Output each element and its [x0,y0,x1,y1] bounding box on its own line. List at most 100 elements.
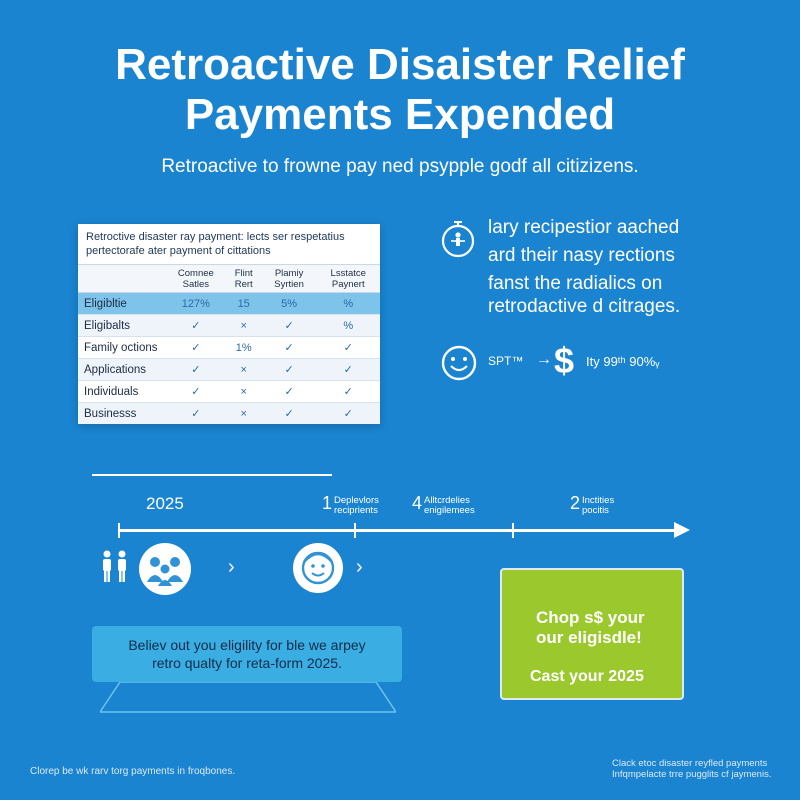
column-header: Flint Rert [225,264,262,293]
footer-note-right: Clack etoc disaster reyfled payments Inf… [612,758,792,780]
table-heading: Retroctive disaster ray payment: lects s… [78,224,380,264]
table-cell: × [225,358,262,381]
timeline-label-text: pocitis [582,505,609,516]
timeline-label: 2 Inctities pocitis [570,494,615,516]
title-line-2: Payments Expended [184,90,616,139]
timeline-tick [354,523,356,538]
table-cell: % [316,314,380,337]
cta-heading: Chop s$ your our eligisdle! [536,608,676,648]
footer-line: Clack etoc disaster reyfled payments [612,758,768,769]
table-cell: ✓ [261,314,317,337]
page-title: Retroactive Disaister Relief Payments Ex… [0,40,800,140]
payment-right-text: Ity 99ᵗʰ 90%ᵧ [586,354,660,369]
table-cell: ✓ [261,336,317,359]
eligibility-table: Comnee Satles Flint Rert Plamiy Syrtien … [78,264,380,424]
face-icon [293,543,343,593]
table-row: Eligibalts ✓ × ✓ % [78,314,380,337]
payment-label: SPT™ [488,354,524,368]
page-subtitle: Retroactive to frowne pay ned psypple go… [161,156,639,177]
row-label: Applications [78,358,166,381]
table-cell: × [225,402,262,424]
smiley-icon [441,345,477,381]
table-heading-line-2: pertectorafe ater payment of cittations [86,245,271,257]
table-cell: ✓ [261,402,317,424]
column-header: Plamiy Syrtien [261,264,317,293]
table-heading-line-1: Retroctive disaster ray payment: lects s… [86,231,345,243]
footer-note-left: Clorep be wk rarv torg payments in froqb… [30,766,236,777]
table-header-row: Comnee Satles Flint Rert Plamiy Syrtien … [78,264,380,293]
table-row: Individuals ✓ × ✓ ✓ [78,380,380,403]
timeline-line [118,529,678,532]
footer-line: Infqmpelacte trre pugglits cf jaymenis. [612,769,772,780]
info-text: lary recipestior aached ard their nasy r… [488,214,788,298]
timeline-label-text: Inctities [582,495,615,506]
row-label: Family octions [78,336,166,359]
cta-line: our eligisdle! [536,628,642,647]
column-header: Lsstatce Paynert [316,264,380,293]
banner-line: Believ out you eligility for ble we arpe… [128,637,366,653]
table-cell: × [225,380,262,403]
row-label: Businesss [78,402,166,424]
table-cell: ✓ [166,358,226,381]
cta-action-text[interactable]: Cast your 2025 [530,668,644,685]
info-line: fanst the radialics on [488,273,663,294]
table-row: Eligibltie 127% 15 5% % [78,292,380,315]
cta-line: Chop s$ your [536,608,645,627]
title-line-1: Retroactive Disaister Relief [115,40,685,89]
cta-card[interactable]: Chop s$ your our eligisdle! Cast your 20… [500,568,684,700]
banner-base-shape [100,682,396,713]
table-row: Applications ✓ × ✓ ✓ [78,358,380,381]
family-group-icon [139,543,191,595]
table-cell: ✓ [316,380,380,403]
timeline-number: 1 [322,493,333,513]
table-cell: ✓ [261,380,317,403]
timeline-top-rule [92,474,332,476]
table-cell: ✓ [316,336,380,359]
row-label: Eligibalts [78,314,166,337]
chevron-right-icon: › [228,556,235,578]
table-cell: 1% [225,336,262,359]
table-cell: ✓ [316,402,380,424]
timeline-label-text: reciprients [334,505,378,516]
payment-row: SPT™ → $ Ity 99ᵗʰ 90%ᵧ [440,340,780,384]
chevron-right-icon: › [356,556,363,578]
timeline-tick [118,523,120,538]
dollar-icon: $ [554,340,575,381]
table-cell: % [316,292,380,315]
info-line: lary recipestior aached [488,217,680,238]
column-header: Comnee Satles [166,264,226,293]
timeline-year: 2025 [146,494,184,513]
table-cell: ✓ [166,336,226,359]
table-cell: 15 [225,292,262,315]
table-cell: ✓ [261,358,317,381]
timeline-label-text: enigilemees [424,505,475,516]
eligibility-table-card: Retroctive disaster ray payment: lects s… [78,224,380,424]
timeline-number: 2 [570,493,581,513]
eligibility-banner[interactable]: Believ out you eligility for ble we arpe… [92,626,402,682]
table-cell: ✓ [166,314,226,337]
table-cell: ✓ [316,358,380,381]
table-cell: ✓ [166,402,226,424]
people-icon [103,550,126,582]
timeline-arrow-icon [674,522,690,538]
row-label: Eligibltie [78,292,166,315]
timer-person-icon [441,221,475,258]
timeline-tick [512,523,514,538]
timeline-number: 4 [412,493,423,513]
timeline-label-text: Deplevlors [334,495,379,506]
row-label: Individuals [78,380,166,403]
table-cell: × [225,314,262,337]
column-header [78,264,166,293]
arrow-right-icon: → [536,351,552,368]
timeline-label: 1 Deplevlors reciprients [322,494,379,516]
info-line: retrodactive d citrages. [488,296,681,317]
timeline-label-text: Alltcrdelies [424,495,470,506]
table-cell: 127% [166,292,226,315]
timeline-label: 4 Alltcrdelies enigilemees [412,494,475,516]
banner-line: retro qualty for reta-form 2025. [152,655,342,671]
table-cell: 5% [261,292,317,315]
table-row: Businesss ✓ × ✓ ✓ [78,402,380,424]
table-row: Family octions ✓ 1% ✓ ✓ [78,336,380,359]
info-line: ard their nasy rections [488,245,675,266]
table-cell: ✓ [166,380,226,403]
